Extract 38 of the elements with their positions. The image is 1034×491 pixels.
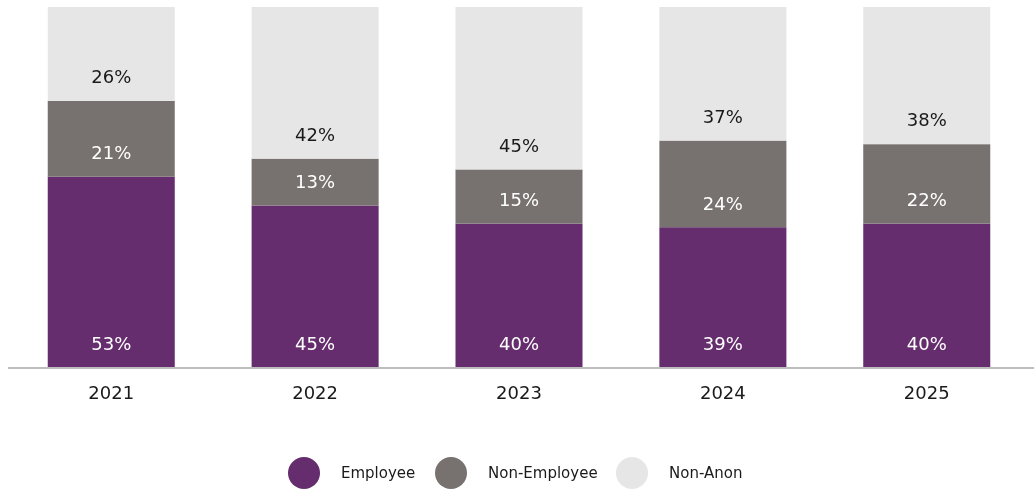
- bar: [863, 7, 991, 145]
- data-label: 15%: [498, 188, 540, 210]
- legend-label: Non-Employee: [488, 464, 598, 483]
- x-tick-label: 2022: [292, 382, 339, 404]
- bar: [659, 227, 787, 368]
- x-tick-label: 2024: [699, 382, 746, 404]
- data-label: 26%: [91, 66, 132, 88]
- data-label: 22%: [906, 188, 947, 210]
- data-label: 40%: [498, 333, 540, 355]
- x-tick-label: 2023: [496, 382, 542, 404]
- data-label: 38%: [906, 109, 947, 131]
- data-label: 45%: [498, 134, 540, 156]
- bar: [47, 100, 175, 177]
- data-label: 13%: [295, 170, 336, 192]
- data-label: 40%: [906, 333, 947, 355]
- data-label: 39%: [702, 333, 743, 355]
- bar: [251, 158, 379, 206]
- data-label: 24%: [702, 192, 743, 214]
- data-label: 42%: [295, 123, 336, 145]
- legend-label: Employee: [341, 464, 416, 483]
- data-label: 37%: [702, 105, 743, 127]
- bar: [863, 144, 991, 224]
- x-tick-label: 2021: [88, 382, 135, 404]
- bar: [251, 7, 379, 159]
- bar: [659, 7, 787, 141]
- bar: [455, 7, 583, 170]
- data-label: 45%: [295, 333, 336, 355]
- x-tick-label: 2025: [903, 382, 950, 404]
- bar: [455, 223, 583, 368]
- bar: [455, 169, 583, 224]
- bar: [863, 223, 991, 368]
- bar: [47, 7, 175, 101]
- bar: [47, 176, 175, 368]
- bar: [659, 140, 787, 228]
- bar: [251, 205, 379, 368]
- legend-label: Non-Anon: [669, 464, 743, 483]
- data-label: 21%: [91, 141, 132, 163]
- data-label: 53%: [91, 333, 132, 355]
